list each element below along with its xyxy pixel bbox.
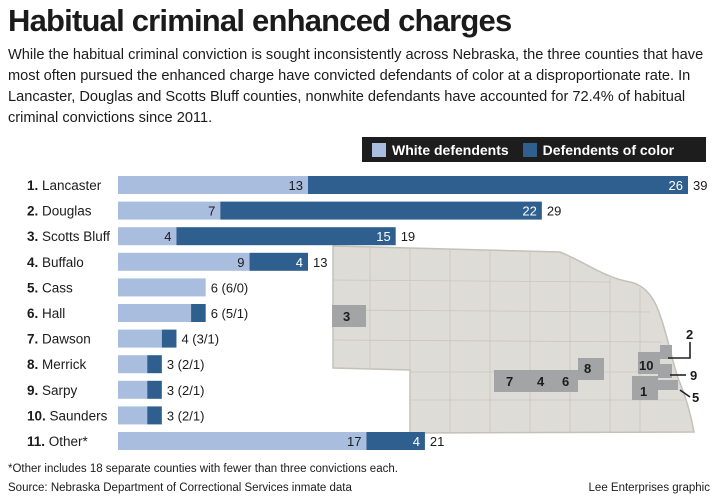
- category-label: 9. Sarpy: [27, 383, 78, 398]
- bar-white-defendants: [118, 432, 367, 450]
- source-note: Source: Nebraska Department of Correctio…: [8, 482, 352, 494]
- total-label: 6 (6/0): [211, 280, 249, 295]
- footnote: *Other includes 18 separate counties wit…: [8, 463, 398, 475]
- bar-white-defendants: [118, 201, 221, 220]
- total-label: 21: [430, 434, 444, 449]
- category-label: 6. Hall: [27, 306, 65, 321]
- value-label-white: 9: [237, 255, 244, 270]
- total-label: 3 (2/1): [167, 357, 205, 372]
- category-label: 1. Lancaster: [27, 178, 102, 193]
- value-label-color: 15: [376, 229, 390, 244]
- bar-white-defendants: [118, 304, 192, 322]
- total-label: 3 (2/1): [167, 408, 205, 423]
- bar-white-defendants: [118, 176, 308, 194]
- total-label: 4 (3/1): [181, 332, 219, 347]
- category-label: 4. Buffalo: [27, 255, 84, 270]
- bar-defendants-of-color: [249, 252, 308, 271]
- bar-white-defendants: [118, 252, 250, 271]
- value-label-color: 26: [669, 178, 683, 193]
- legend-swatch-color: [522, 142, 537, 157]
- chart-title: Habitual criminal enhanced charges: [8, 3, 512, 38]
- value-label-white: 4: [164, 229, 171, 244]
- total-label: 13: [313, 255, 327, 270]
- highlighted-counties: [332, 305, 678, 400]
- county-label-saunders: 10: [639, 358, 653, 373]
- chart-subtitle: While the habitual criminal conviction i…: [8, 47, 704, 126]
- county-label-scotts-bluff: 3: [343, 309, 350, 324]
- county-lines: [332, 247, 684, 433]
- total-label: 19: [401, 229, 415, 244]
- bar-white-defendants: [118, 380, 148, 399]
- bar-white-defendants: [118, 406, 148, 425]
- bar-defendants-of-color: [176, 227, 396, 246]
- category-label: 10. Saunders: [27, 408, 108, 423]
- total-label: 39: [693, 178, 707, 193]
- category-label: 11. Other*: [27, 434, 89, 449]
- category-label: 7. Dawson: [27, 332, 91, 347]
- bar-defendants-of-color: [147, 406, 162, 425]
- legend-label-white: White defendents: [392, 141, 509, 158]
- bar-white-defendants: [118, 227, 177, 246]
- total-label: 29: [547, 204, 561, 219]
- county-label-merrick: 8: [584, 361, 591, 376]
- bar-defendants-of-color: [191, 304, 206, 322]
- category-label: 5. Cass: [27, 280, 73, 295]
- callout-lines: [668, 342, 691, 398]
- county-label-cass: 5: [692, 390, 699, 405]
- bar-white-defendants: [118, 278, 206, 297]
- bar-defendants-of-color: [161, 329, 177, 348]
- bar-defendants-of-color: [220, 201, 542, 220]
- legend: White defendents Defendents of color: [362, 137, 706, 162]
- county-label-lancaster: 1: [640, 384, 647, 399]
- bar-defendants-of-color: [147, 380, 162, 399]
- category-label: 3. Scotts Bluff: [27, 229, 110, 244]
- value-label-color: 4: [296, 255, 303, 270]
- county-label-sarpy: 9: [690, 368, 697, 383]
- legend-label-color: Defendents of color: [542, 141, 675, 158]
- county-label-dawson: 7: [506, 374, 513, 389]
- total-label: 3 (2/1): [167, 383, 205, 398]
- category-label: 2. Douglas: [27, 204, 92, 219]
- bar-defendants-of-color: [366, 432, 425, 450]
- nebraska-outline: [332, 245, 695, 434]
- legend-item-color: Defendents of color: [522, 141, 675, 158]
- value-label-white: 7: [208, 204, 215, 219]
- graphic-credit: Lee Enterprises graphic: [588, 482, 710, 494]
- bar-defendants-of-color: [308, 176, 688, 194]
- county-label-buffalo: 4: [537, 374, 545, 389]
- county-label-douglas: 2: [686, 327, 693, 342]
- legend-swatch-white: [372, 142, 386, 157]
- bar-white-defendants: [118, 329, 162, 348]
- total-label: 6 (5/1): [211, 306, 249, 321]
- category-label: 8. Merrick: [27, 357, 87, 372]
- value-label-white: 13: [289, 178, 303, 193]
- bar-white-defendants: [118, 355, 148, 374]
- value-label-color: 4: [413, 434, 420, 449]
- county-label-hall: 6: [562, 374, 569, 389]
- bar-defendants-of-color: [147, 355, 162, 374]
- value-label-color: 22: [522, 204, 536, 219]
- value-label-white: 17: [347, 434, 361, 449]
- legend-item-white: White defendents: [372, 142, 509, 158]
